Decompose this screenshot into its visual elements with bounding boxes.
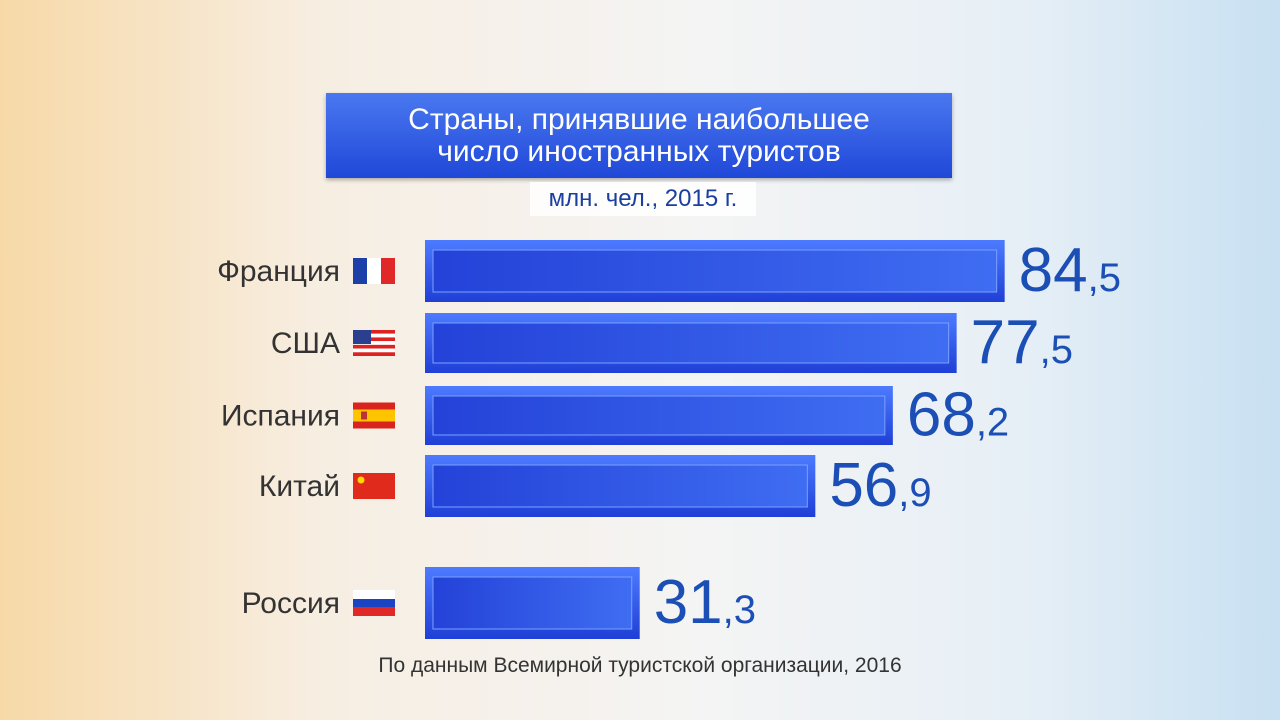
bar-inner bbox=[432, 249, 998, 293]
flag-part bbox=[353, 330, 371, 344]
value-label-dec: ,5 bbox=[1040, 328, 1073, 372]
flag-part bbox=[353, 344, 395, 349]
bar-inner bbox=[432, 395, 886, 436]
flag-part bbox=[353, 333, 395, 338]
flag-part bbox=[353, 409, 395, 422]
category-label: Испания bbox=[221, 399, 340, 432]
value-label-dec: ,9 bbox=[898, 471, 931, 515]
bar-inner bbox=[432, 322, 950, 364]
value-label: 68,2 bbox=[907, 381, 1009, 450]
value-label-int: 31 bbox=[654, 568, 723, 637]
flag bbox=[353, 402, 395, 429]
flag-part bbox=[353, 590, 395, 599]
flag bbox=[353, 330, 395, 356]
source-note: По данным Всемирной туристской организац… bbox=[378, 654, 902, 677]
category-label: Китай bbox=[259, 470, 340, 503]
flag bbox=[353, 473, 395, 499]
flag-part bbox=[353, 258, 367, 284]
bar-inner bbox=[432, 464, 808, 508]
flag-part bbox=[353, 330, 395, 334]
flag-part bbox=[353, 352, 395, 356]
category-label: Франция bbox=[217, 255, 340, 288]
flag-part bbox=[361, 411, 367, 420]
chart-title: Страны, принявшие наибольшее число иност… bbox=[326, 93, 952, 178]
flag bbox=[353, 258, 395, 284]
flag-part bbox=[353, 473, 395, 499]
category-label: Россия bbox=[242, 587, 340, 620]
flag-part bbox=[353, 599, 395, 607]
value-label-int: 68 bbox=[907, 381, 976, 450]
value-label: 31,3 bbox=[654, 568, 756, 637]
flag-part bbox=[353, 337, 395, 342]
bar-inner bbox=[432, 576, 633, 630]
flag-part bbox=[381, 258, 395, 284]
value-label-dec: ,2 bbox=[976, 401, 1009, 445]
chart-subtitle: млн. чел., 2015 г. bbox=[530, 182, 756, 216]
value-label: 84,5 bbox=[1019, 236, 1121, 305]
flag-part bbox=[357, 476, 365, 484]
category-label: США bbox=[271, 327, 340, 360]
value-label-dec: ,3 bbox=[723, 588, 756, 632]
value-label-int: 77 bbox=[971, 308, 1040, 377]
flag-part bbox=[367, 258, 381, 284]
value-label-dec: ,5 bbox=[1088, 256, 1121, 300]
flag-part bbox=[353, 348, 395, 353]
value-label: 77,5 bbox=[971, 308, 1073, 377]
value-label-int: 56 bbox=[829, 451, 898, 520]
value-label: 56,9 bbox=[829, 451, 931, 520]
flag-part bbox=[353, 341, 395, 345]
flag bbox=[353, 590, 395, 616]
flag-part bbox=[353, 607, 395, 616]
value-label-int: 84 bbox=[1019, 236, 1088, 305]
